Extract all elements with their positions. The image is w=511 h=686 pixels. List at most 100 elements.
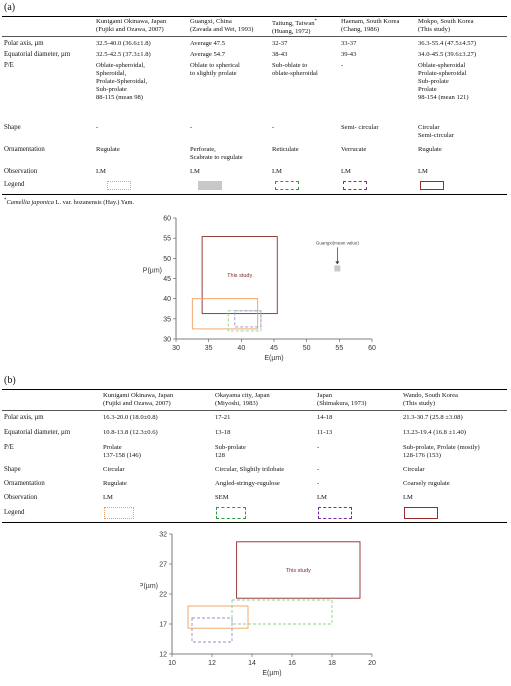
- y-axis-title: P(µm): [140, 583, 158, 590]
- table-b-c4-polar: 21.3-30.7 (25.8 ±3.08): [403, 414, 463, 421]
- table-a-c3-shape: -: [272, 124, 275, 131]
- range-rect-4: [234, 310, 262, 328]
- legend-b-fujiki-swatch: [104, 507, 134, 519]
- table-a-header-1: Kunigami Okinawa, Japan (Fujiki and Ozawa…: [96, 18, 167, 33]
- table-a-top-rule: [2, 16, 507, 17]
- x-tick-label: 10: [168, 660, 176, 667]
- table-b-c1-shape: Circular: [103, 466, 125, 473]
- table-b-rowlabel-legend: Legend: [4, 509, 25, 516]
- x-tick-label: 14: [248, 660, 256, 667]
- x-tick-label: 30: [172, 345, 180, 352]
- table-b-c4-shape: Circular: [403, 466, 425, 473]
- table-a-c3-ornamentation: Reticulate: [272, 146, 299, 153]
- x-tick-label: 45: [270, 345, 278, 352]
- table-b-rowlabel-polar: Polar axis, µm: [4, 414, 44, 421]
- y-tick-label: 55: [163, 236, 171, 243]
- table-a-c5-pe: Oblate-spheroidal Prolate-spheroidal Sub…: [418, 62, 469, 101]
- range-rect-3: [231, 599, 333, 625]
- x-tick-label: 20: [368, 660, 376, 667]
- x-tick-label: 18: [328, 660, 336, 667]
- table-b-header-1: Kunigami Okinawa, Japan (Fujiki and Ozawa…: [103, 392, 174, 407]
- table-a-c1-pe: Oblate-spheroidal, Spheroidal, Prolate-S…: [96, 62, 148, 101]
- table-a-rowlabel-equatorial: Equatorial diameter, µm: [4, 51, 71, 58]
- x-tick-label: 55: [335, 345, 343, 352]
- chart-a: 30 35 40 45 50 55 60 30 35 40 45 50 55 60 E(µm) P(µm) Th…: [143, 216, 376, 363]
- table-a-bottom-rule: [2, 194, 507, 195]
- table-b-top-rule: [2, 389, 507, 390]
- table-a-c4-equatorial: 39-43: [341, 51, 357, 58]
- table-b-c2-ornamentation: Angled-stringy-rugulose: [215, 480, 280, 487]
- table-b-c3-polar: 14-18: [317, 414, 333, 421]
- y-tick-label: 17: [159, 622, 167, 629]
- table-a-c3-polar: 32-37: [272, 40, 288, 47]
- panel-a-label: (a): [4, 2, 16, 13]
- y-tick-label: 60: [163, 216, 171, 223]
- table-a-header-2: Guangxi, China (Zavada and Wei, 1993): [190, 18, 254, 33]
- range-rect-2: [187, 605, 249, 629]
- table-b-rowlabel-pe: P/E: [4, 444, 14, 451]
- legend-b-japan-swatch: [318, 507, 352, 519]
- table-b-c3-equatorial: 11-13: [317, 429, 333, 436]
- legend-a-taitung-swatch: [275, 181, 299, 190]
- x-tick-label: 40: [237, 345, 245, 352]
- x-tick-label: 60: [368, 345, 376, 352]
- legend-b-okayama-swatch: [216, 507, 246, 519]
- table-b-c1-equatorial: 10.8-13.8 (12.3±0.6): [103, 429, 158, 436]
- y-tick-label: 30: [163, 337, 171, 344]
- table-b-bottom-rule: [2, 522, 507, 523]
- table-b-rowlabel-shape: Shape: [4, 466, 21, 473]
- table-b-c1-polar: 16.3-20.0 (18.0±0.8): [103, 414, 158, 421]
- table-b-c3-pe: -: [317, 444, 320, 451]
- mean-point-1: [334, 265, 341, 272]
- table-b-c2-observation: SEM: [215, 494, 229, 501]
- table-a-c3-pe: Sub-oblate to oblate-spheroidal: [272, 62, 318, 77]
- legend-b-wando-swatch: [404, 507, 438, 519]
- table-a-c3-observation: LM: [272, 168, 282, 175]
- table-a-c2-polar: Average 47.5: [190, 40, 226, 47]
- legend-a-fujiki-swatch: [107, 181, 131, 190]
- y-tick-label: 40: [163, 296, 171, 303]
- table-a-c2-shape: -: [190, 124, 193, 131]
- y-tick-label: 35: [163, 316, 171, 323]
- table-a-footnote: *Camellia japonica L. var. hozanensis (H…: [4, 198, 135, 207]
- table-a-c2-ornamentation: Perforate, Scabrate to rugulate: [190, 146, 243, 161]
- range-rect-label: This study: [286, 568, 311, 574]
- range-rect-1: [236, 541, 361, 599]
- table-a-c5-observation: LM: [418, 168, 428, 175]
- x-tick-label: 35: [205, 345, 213, 352]
- table-a-c4-polar: 33-37: [341, 40, 357, 47]
- x-tick-label: 50: [303, 345, 311, 352]
- range-rect-2: [191, 298, 259, 330]
- table-b-header-4: Wando, South Korea (This study): [403, 392, 458, 407]
- y-tick-label: 45: [163, 276, 171, 283]
- y-tick-label: 22: [159, 592, 167, 599]
- table-a-c4-observation: LM: [341, 168, 351, 175]
- table-b-c2-polar: 17-21: [215, 414, 231, 421]
- range-rect-4: [191, 617, 233, 643]
- table-a-rowlabel-polar: Polar axis, µm: [4, 40, 44, 47]
- table-a-rowlabel-pe: P/E: [4, 62, 14, 69]
- range-rect-1: [201, 236, 278, 315]
- table-a-c2-pe: Oblate to spherical to slightly prolate: [190, 62, 240, 77]
- table-b-c3-shape: -: [317, 466, 320, 473]
- table-a-c5-ornamentation: Rugulate: [418, 146, 442, 153]
- table-a-c3-equatorial: 38-43: [272, 51, 288, 58]
- legend-a-mokpo-swatch: [420, 181, 444, 190]
- table-b-c1-observation: LM: [103, 494, 113, 501]
- table-a-c2-equatorial: Average 54.7: [190, 51, 226, 58]
- table-b-c1-ornamentation: Rugulate: [103, 480, 127, 487]
- table-a-rowlabel-shape: Shape: [4, 124, 21, 131]
- table-b-header-3: Japan (Shimakura, 1973): [317, 392, 367, 407]
- table-a-c4-shape: Semi- circular: [341, 124, 379, 131]
- y-tick-label: 27: [159, 562, 167, 569]
- table-a-c1-ornamentation: Rugulate: [96, 146, 120, 153]
- annotation-label: Guangxi(mean value): [316, 240, 360, 245]
- y-tick-label: 50: [163, 256, 171, 263]
- table-b-c3-ornamentation: -: [317, 480, 320, 487]
- x-axis-title: E(µm): [262, 670, 281, 677]
- x-tick-label: 16: [288, 660, 296, 667]
- panel-b-label: (b): [4, 375, 16, 386]
- y-axis-title: P(µm): [143, 268, 162, 275]
- annotation-arrow-head: [335, 261, 340, 265]
- table-b-header-2: Okayama city, Japan (Miyoshi, 1983): [215, 392, 270, 407]
